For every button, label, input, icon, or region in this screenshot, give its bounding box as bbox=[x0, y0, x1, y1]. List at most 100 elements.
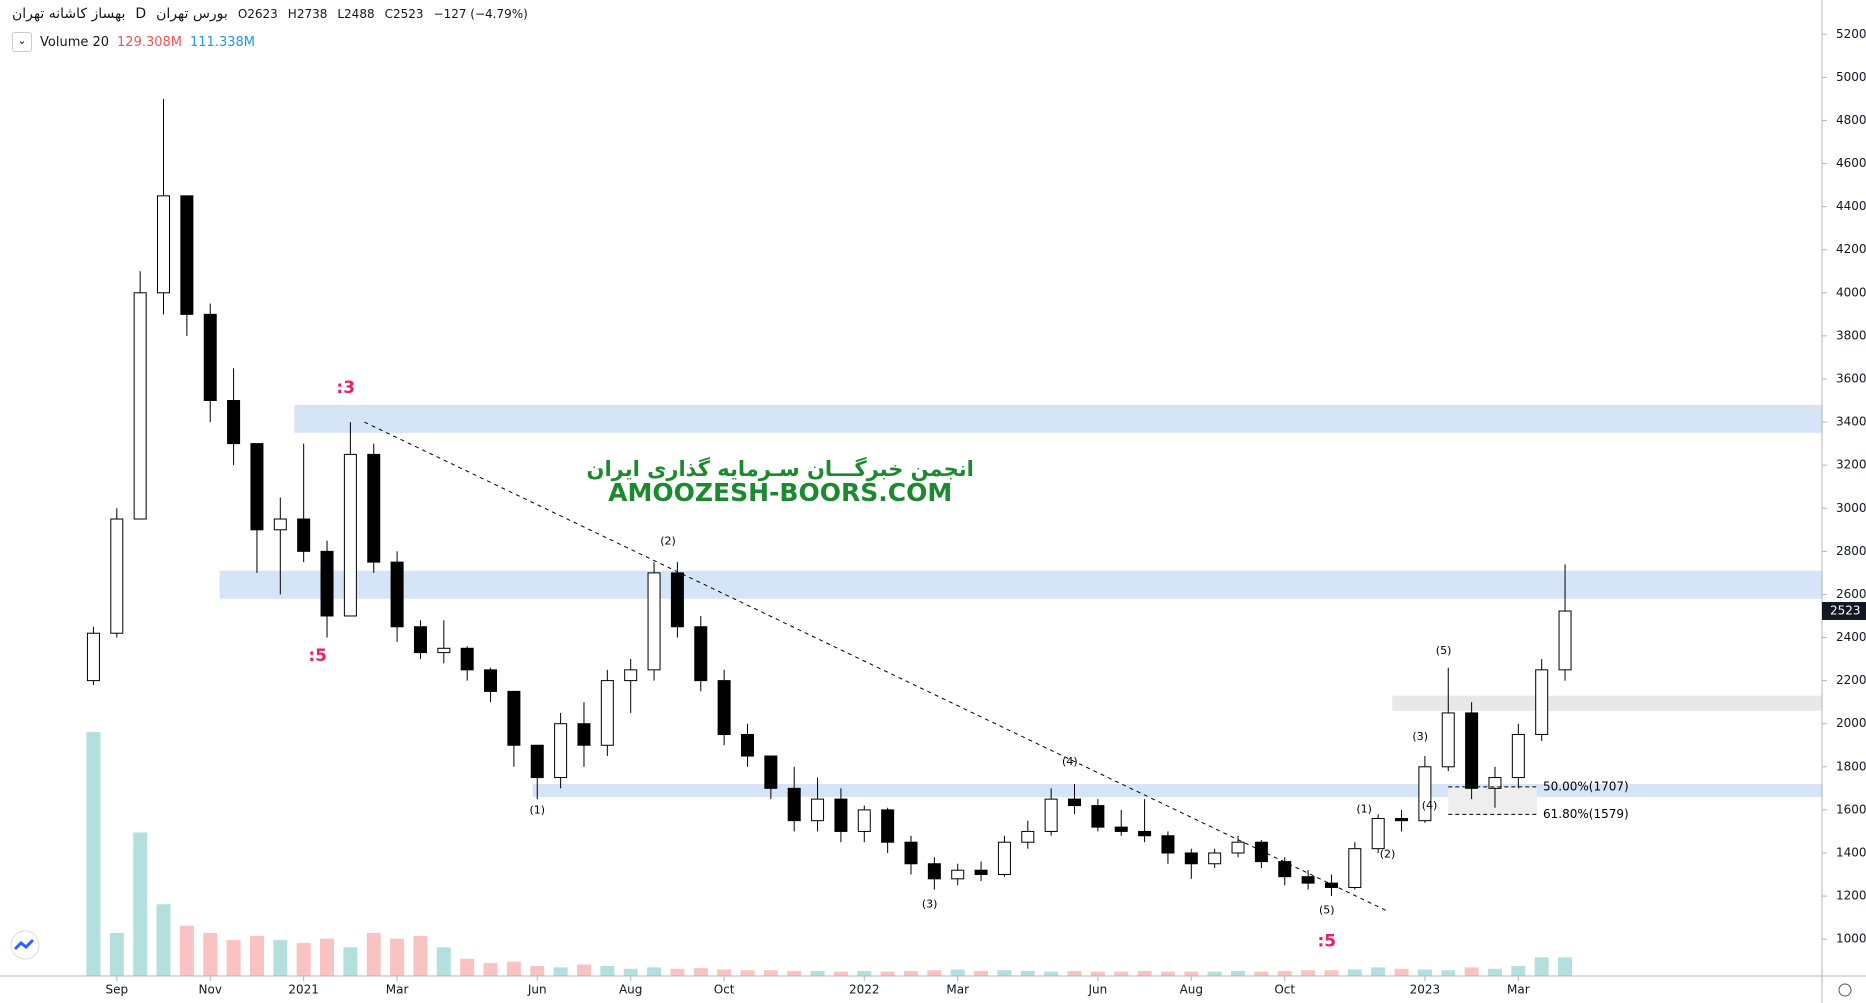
zone bbox=[294, 404, 1822, 433]
candle-body bbox=[1441, 712, 1455, 768]
volume-bar bbox=[1090, 971, 1105, 976]
volume-bar bbox=[950, 969, 965, 976]
volume-bar bbox=[787, 970, 802, 976]
volume-bar bbox=[974, 970, 989, 976]
y-tick-label: 3400 bbox=[1836, 415, 1866, 429]
candle-body bbox=[974, 869, 988, 876]
candle-body bbox=[1091, 805, 1105, 828]
volume-bar bbox=[1464, 967, 1479, 976]
annotation: (5) bbox=[1319, 904, 1335, 917]
candle-body bbox=[1254, 841, 1268, 863]
volume-bar bbox=[179, 925, 194, 976]
y-tick-label: 4200 bbox=[1836, 242, 1866, 256]
logo-icon bbox=[13, 938, 35, 951]
volume-ma: 111.338M bbox=[190, 34, 255, 50]
volume-bar bbox=[1558, 957, 1573, 976]
volume-bar bbox=[156, 904, 171, 976]
volume-bar bbox=[483, 963, 498, 976]
candle-body bbox=[273, 518, 287, 531]
candle-body bbox=[157, 195, 171, 294]
candle-body bbox=[881, 809, 895, 843]
volume-legend: ⌄ Volume 20 129.308M 111.338M bbox=[12, 32, 255, 52]
candle-body bbox=[834, 798, 848, 832]
volume-bar bbox=[203, 932, 218, 976]
candle-body bbox=[1558, 610, 1572, 671]
y-tick-label: 3600 bbox=[1836, 371, 1866, 385]
candle-body bbox=[343, 453, 357, 617]
zone bbox=[1448, 786, 1538, 815]
volume-value: 129.308M bbox=[117, 34, 183, 50]
volume-bar bbox=[320, 938, 335, 976]
volume-bar bbox=[997, 970, 1012, 976]
x-tick-label: Oct bbox=[1274, 983, 1295, 997]
candle-body bbox=[320, 550, 334, 617]
x-tick-label: Nov bbox=[199, 983, 222, 997]
volume-bar bbox=[226, 940, 241, 976]
candle-body bbox=[203, 313, 217, 402]
candle-body bbox=[997, 841, 1011, 876]
annotation: (3) bbox=[1412, 730, 1428, 743]
fib-label: 50.00%(1707) bbox=[1543, 779, 1629, 793]
volume-bar bbox=[1044, 971, 1059, 976]
candle-body bbox=[133, 292, 147, 520]
candle-body bbox=[297, 518, 311, 552]
y-tick-label: 3000 bbox=[1836, 501, 1866, 515]
candle-body bbox=[764, 755, 778, 789]
ohlc-high: H2738 bbox=[287, 7, 328, 21]
volume-bar bbox=[506, 961, 521, 976]
x-tick-label: 2021 bbox=[288, 983, 319, 997]
ohlc-low: L2488 bbox=[337, 7, 375, 21]
candle-body bbox=[1324, 882, 1338, 888]
y-tick-label: 1800 bbox=[1836, 759, 1866, 773]
collapse-button[interactable]: ⌄ bbox=[12, 32, 32, 52]
candle-body bbox=[787, 787, 801, 822]
annotation: (2) bbox=[1380, 848, 1396, 861]
candle-body bbox=[1418, 766, 1432, 822]
y-tick-label: 4600 bbox=[1836, 156, 1866, 170]
candle-body bbox=[1488, 777, 1502, 789]
volume-bar bbox=[670, 968, 685, 976]
candle-body bbox=[227, 400, 241, 445]
zone bbox=[1392, 695, 1822, 711]
candle-body bbox=[413, 626, 427, 654]
volume-bar bbox=[1534, 957, 1549, 976]
volume-bar bbox=[1324, 970, 1339, 976]
price-axis-bg bbox=[1822, 0, 1866, 1003]
trendline bbox=[364, 421, 1388, 912]
volume-bar bbox=[366, 932, 381, 976]
volume-bar bbox=[623, 968, 638, 976]
annotation: (1) bbox=[1356, 802, 1372, 815]
candle-body bbox=[624, 669, 638, 682]
y-tick-label: 3800 bbox=[1836, 328, 1866, 342]
volume-bar bbox=[249, 935, 264, 976]
volume-bar bbox=[390, 938, 405, 976]
candle-body bbox=[530, 744, 544, 779]
volume-bar bbox=[413, 935, 428, 976]
symbol: بهساز کاشانه تهران bbox=[12, 6, 126, 22]
annotation: (1) bbox=[529, 804, 545, 817]
y-tick-label: 1600 bbox=[1836, 802, 1866, 816]
candle-body bbox=[460, 647, 474, 671]
annotation: :3 bbox=[336, 378, 355, 398]
candle-body bbox=[717, 680, 731, 735]
volume-bar bbox=[1347, 969, 1362, 976]
candle-body bbox=[1278, 861, 1292, 878]
candle-body bbox=[1301, 876, 1315, 884]
volume-bar bbox=[833, 971, 848, 976]
candle-body bbox=[110, 518, 124, 634]
candle-body bbox=[1138, 830, 1152, 837]
candle-body bbox=[1114, 826, 1128, 832]
volume-bar bbox=[273, 940, 288, 976]
candle-body bbox=[600, 680, 614, 746]
x-tick-label: Aug bbox=[1180, 983, 1203, 997]
header: بهساز کاشانه تهران D بورس تهران O2623 H2… bbox=[12, 6, 528, 22]
candle-body bbox=[1511, 733, 1525, 779]
fib-label: 61.80%(1579) bbox=[1543, 807, 1629, 821]
volume-bar bbox=[880, 971, 895, 976]
volume-bar bbox=[1160, 971, 1175, 976]
volume-bar bbox=[1207, 971, 1222, 976]
settings-icon[interactable] bbox=[1838, 983, 1852, 997]
last-price-label: 2523 bbox=[1830, 604, 1861, 618]
volume-bar bbox=[1301, 970, 1316, 976]
